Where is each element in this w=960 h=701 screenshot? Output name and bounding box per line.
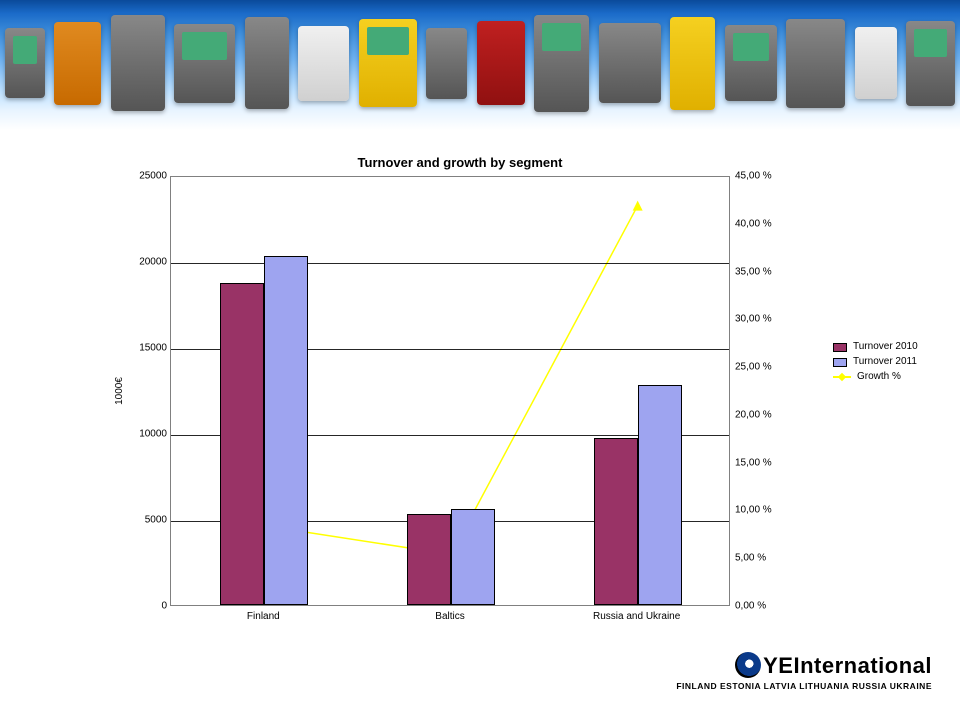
banner-product — [670, 17, 715, 110]
y-right-tick-label: 20,00 % — [735, 409, 772, 420]
y-right-tick-label: 5,00 % — [735, 553, 766, 564]
chart-legend: Turnover 2010 Turnover 2011 Growth % — [833, 340, 918, 385]
y-left-axis-title: 1000€ — [114, 377, 125, 405]
x-category-label: Baltics — [435, 611, 464, 622]
footer-brand: YEInternational FINLAND ESTONIA LATVIA L… — [676, 652, 932, 691]
banner-product — [111, 15, 165, 111]
brand-prefix: YE — [763, 653, 793, 678]
y-left-tick-label: 25000 — [139, 171, 167, 182]
eye-icon — [735, 652, 761, 678]
banner-product — [477, 21, 525, 105]
gridline — [171, 263, 729, 264]
banner-product — [786, 19, 845, 108]
bar-turnover-2011 — [638, 385, 682, 605]
growth-line — [264, 206, 637, 555]
banner-product — [725, 25, 777, 101]
y-right-tick-label: 0,00 % — [735, 601, 766, 612]
plot-area — [170, 176, 730, 606]
y-right-tick-label: 30,00 % — [735, 314, 772, 325]
banner-product — [298, 26, 349, 101]
brand-countries: FINLAND ESTONIA LATVIA LITHUANIA RUSSIA … — [676, 681, 932, 691]
bar-turnover-2010 — [407, 514, 451, 605]
legend-item-turnover-2010: Turnover 2010 — [833, 340, 918, 354]
y-right-tick-label: 10,00 % — [735, 505, 772, 516]
banner-product — [174, 24, 235, 103]
banner-product — [426, 28, 467, 99]
banner-product — [599, 23, 661, 103]
bar-turnover-2011 — [451, 509, 495, 605]
brand-rest: International — [793, 653, 932, 678]
banner-product — [855, 27, 897, 99]
legend-swatch — [833, 358, 847, 367]
y-left-tick-label: 5000 — [145, 515, 167, 526]
banner-product — [54, 22, 101, 105]
legend-label: Turnover 2010 — [853, 340, 918, 354]
x-category-label: Russia and Ukraine — [593, 611, 680, 622]
y-right-tick-label: 40,00 % — [735, 218, 772, 229]
bar-turnover-2011 — [264, 256, 308, 605]
chart-area: 1000€ 05000100001500020000250000,00 %5,0… — [110, 176, 810, 628]
banner-product — [534, 15, 589, 112]
banner-product — [245, 17, 289, 109]
legend-label: Turnover 2011 — [853, 355, 917, 369]
y-right-tick-label: 45,00 % — [735, 171, 772, 182]
bar-turnover-2010 — [594, 438, 638, 605]
y-right-tick-label: 15,00 % — [735, 457, 772, 468]
header-product-banner — [0, 0, 960, 130]
y-right-tick-label: 25,00 % — [735, 362, 772, 373]
banner-product — [5, 28, 45, 98]
legend-swatch — [833, 343, 847, 352]
legend-item-growth: Growth % — [833, 370, 918, 384]
x-category-label: Finland — [247, 611, 280, 622]
growth-marker — [633, 201, 643, 211]
chart-title: Turnover and growth by segment — [110, 155, 810, 170]
y-right-tick-label: 35,00 % — [735, 266, 772, 277]
y-left-tick-label: 20000 — [139, 257, 167, 268]
bar-turnover-2010 — [220, 283, 264, 605]
segment-chart: Turnover and growth by segment 1000€ 0 50… — [110, 155, 810, 630]
legend-swatch-line — [833, 372, 851, 382]
legend-item-turnover-2011: Turnover 2011 — [833, 355, 918, 369]
y-left-tick-label: 15000 — [139, 343, 167, 354]
y-left-tick-label: 10000 — [139, 429, 167, 440]
banner-product — [906, 21, 955, 106]
banner-product — [359, 19, 417, 107]
legend-label: Growth % — [857, 370, 901, 384]
brand-logo: YEInternational — [676, 652, 932, 679]
y-left-tick-label: 0 — [161, 601, 167, 612]
